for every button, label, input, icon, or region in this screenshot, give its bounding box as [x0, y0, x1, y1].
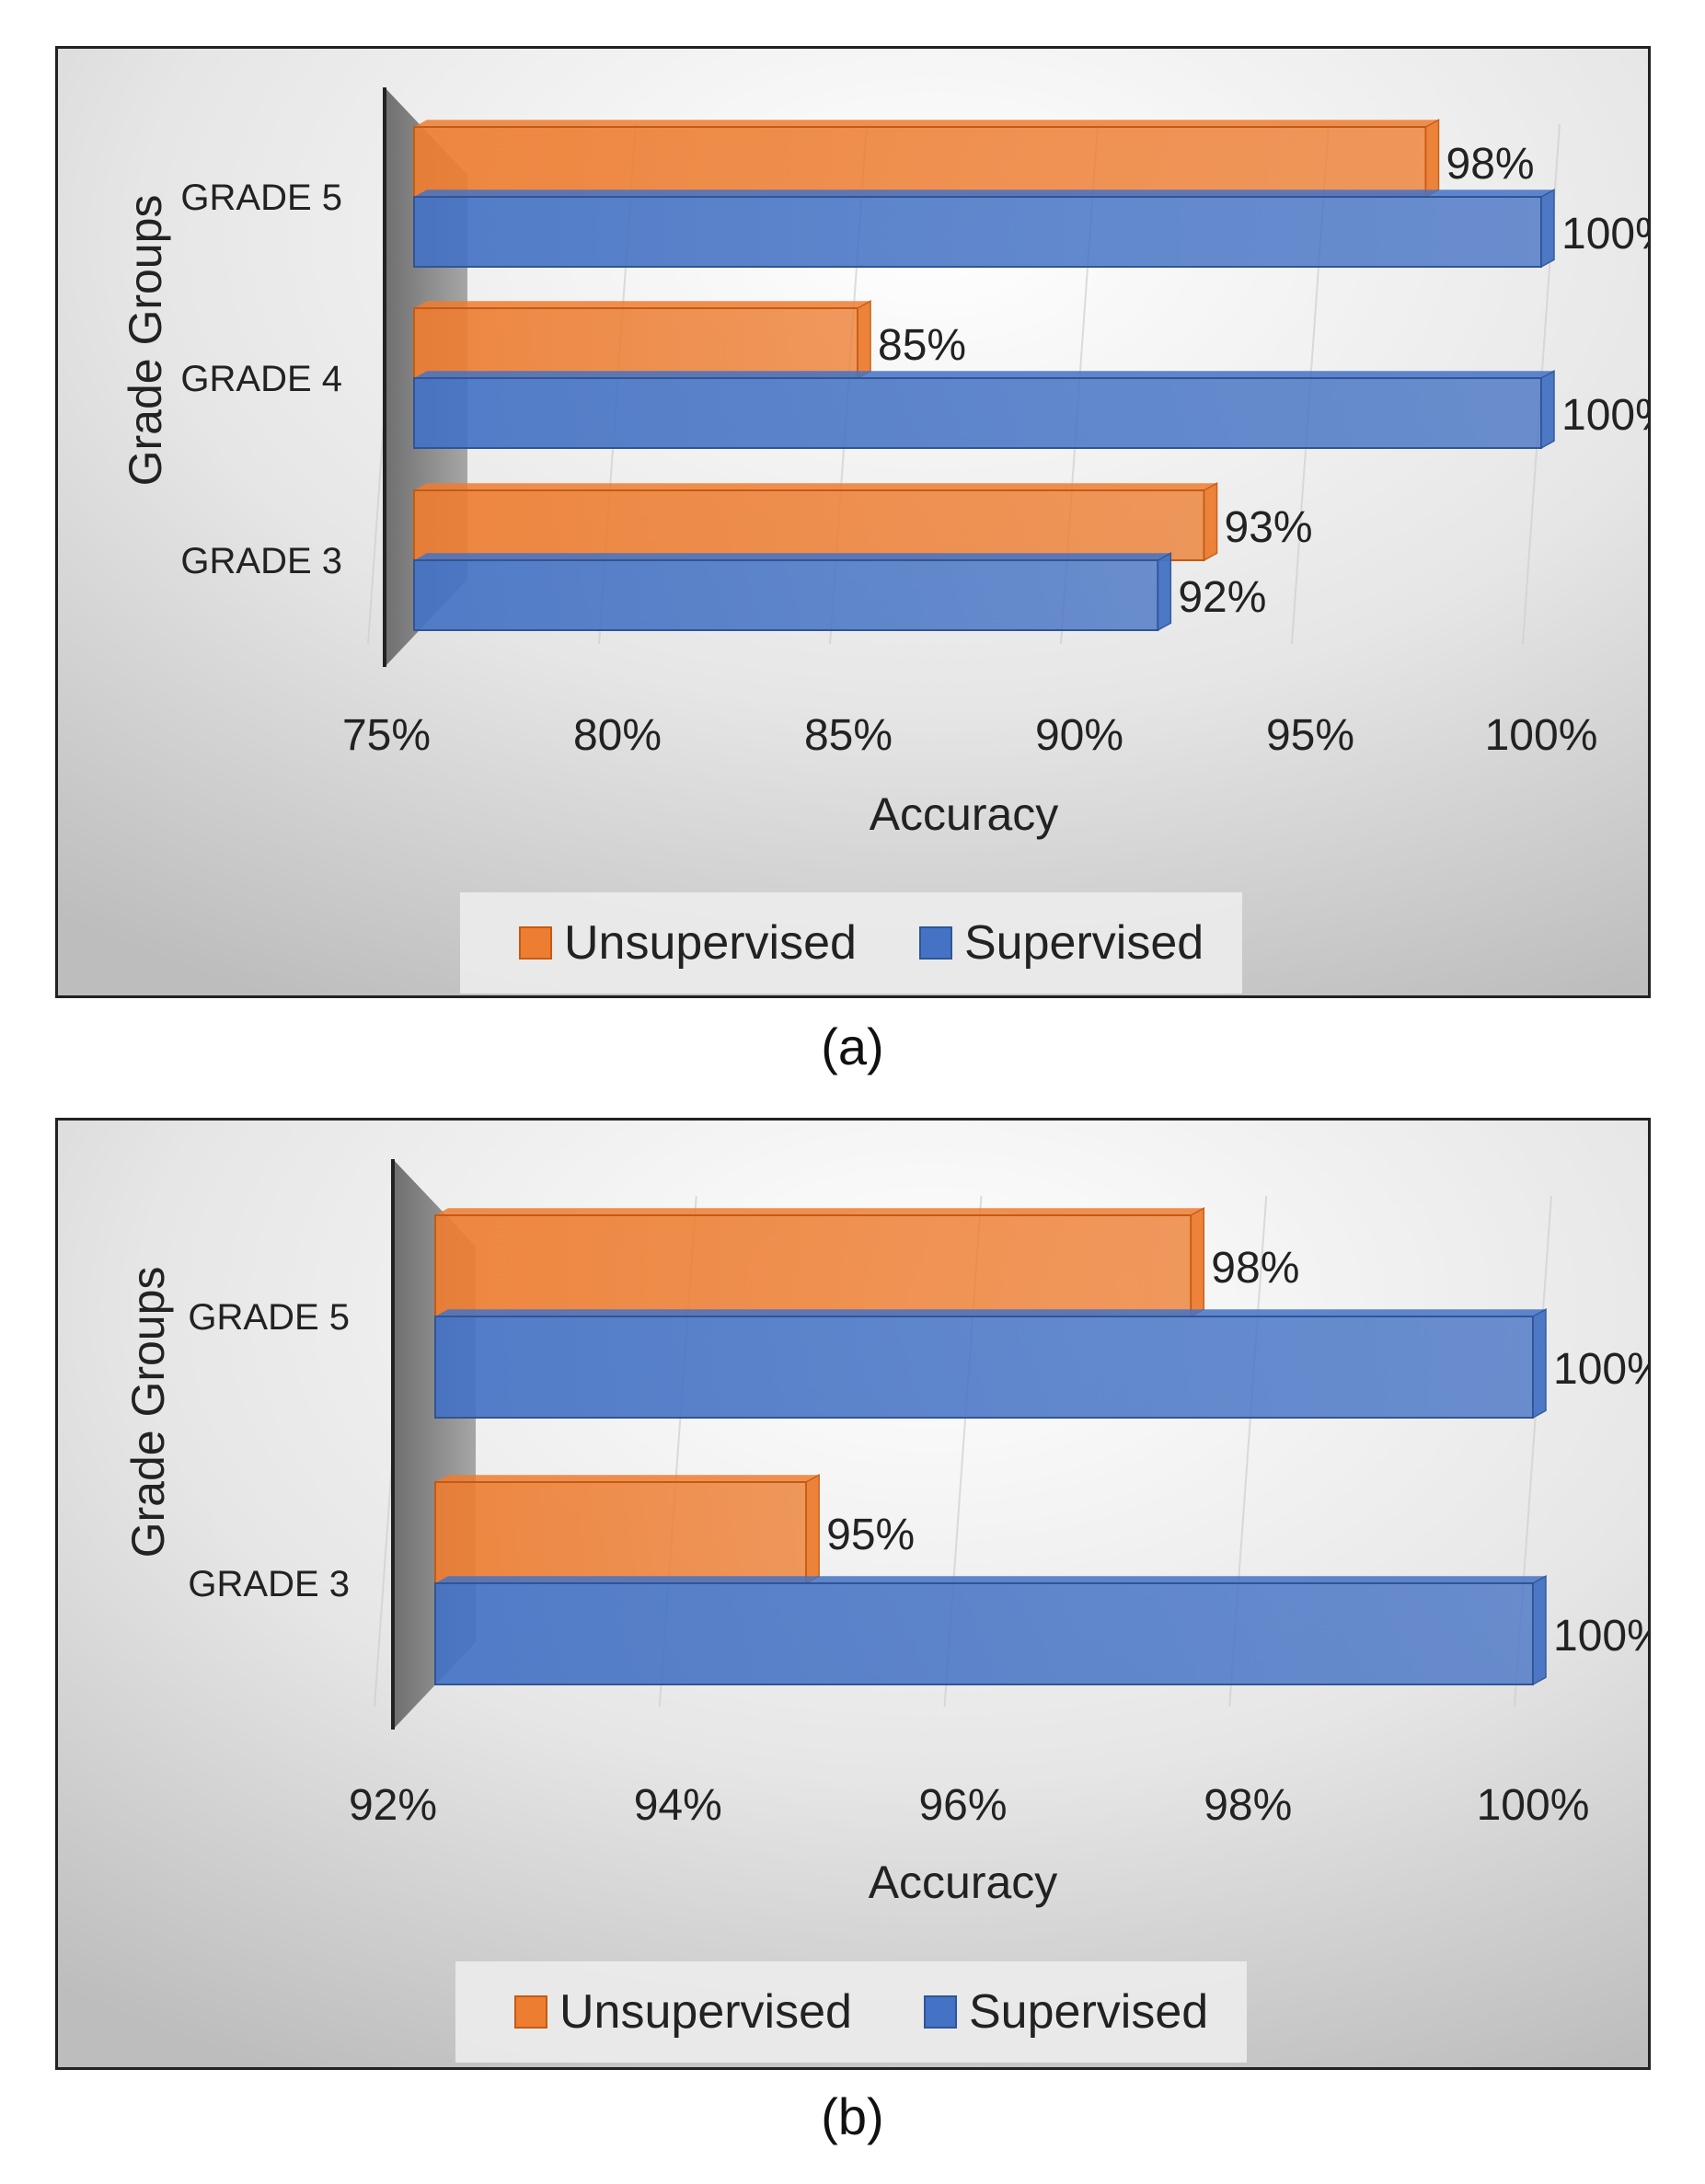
category-label: GRADE 5 — [188, 1297, 350, 1338]
bar-end-face — [1532, 1308, 1547, 1420]
bar-end-face — [1540, 189, 1555, 269]
y-axis-title: Grade Groups — [122, 1267, 174, 1558]
bar-supervised-grade-5 — [434, 1316, 1534, 1419]
legend: Unsupervised Supervised — [455, 1961, 1247, 2063]
x-tick-label: 80% — [573, 711, 662, 760]
chart-panel-a: 98% 100% GRADE 5 85% 100% GRADE 4 93% 92% GRADE … — [55, 46, 1651, 998]
legend-swatch-supervised — [919, 926, 952, 960]
data-label: 98% — [1446, 140, 1535, 189]
x-tick-label: 100% — [1485, 711, 1598, 760]
legend-swatch-supervised — [924, 1995, 957, 2029]
bar-supervised-grade-4 — [413, 377, 1542, 449]
bar-supervised-grade-3 — [434, 1582, 1534, 1685]
legend-swatch-unsupervised — [519, 926, 552, 960]
bar-top-face — [435, 1208, 1204, 1215]
bar-end-face — [1157, 552, 1172, 632]
bar-supervised-grade-3 — [413, 559, 1159, 631]
bar-end-face — [805, 1474, 820, 1585]
bar-end-face — [857, 300, 871, 380]
data-label: 100% — [1553, 1612, 1651, 1661]
bar-unsupervised-grade-3 — [434, 1481, 808, 1584]
bar-unsupervised-grade-5 — [413, 126, 1427, 198]
x-tick-label: 85% — [804, 711, 893, 760]
bar-end-face — [1203, 482, 1218, 562]
legend-label-unsupervised: Unsupervised — [559, 1985, 852, 2039]
bar-top-face — [435, 1576, 1546, 1583]
x-tick-label: 92% — [349, 1781, 437, 1830]
x-tick-label: 90% — [1035, 711, 1123, 760]
x-tick-label: 98% — [1204, 1781, 1292, 1830]
data-label: 85% — [878, 321, 966, 370]
bar-end-face — [1424, 119, 1440, 199]
data-label: 93% — [1225, 503, 1313, 552]
legend-box — [455, 1961, 1247, 2063]
chart-a: 98% 100% GRADE 5 85% 100% GRADE 4 93% 92% GRADE … — [55, 46, 1651, 998]
category-label: GRADE 3 — [188, 1564, 350, 1604]
caption-a: (a) — [821, 1017, 884, 1075]
bar-unsupervised-grade-3 — [413, 489, 1205, 561]
category-label: GRADE 5 — [180, 178, 342, 218]
bar-supervised-grade-5 — [413, 196, 1542, 268]
legend-box — [460, 892, 1242, 994]
x-tick-label: 95% — [1266, 711, 1354, 760]
bar-unsupervised-grade-4 — [413, 307, 859, 379]
x-axis-title: Accuracy — [870, 788, 1059, 840]
legend-label-supervised: Supervised — [964, 916, 1204, 970]
chart-frame — [55, 1118, 1651, 2070]
chart-frame — [55, 46, 1651, 998]
y-axis-title: Grade Groups — [120, 195, 171, 487]
data-label: 100% — [1561, 391, 1651, 440]
bar-top-face — [414, 483, 1217, 490]
x-tick-label: 94% — [634, 1781, 722, 1830]
data-label: 100% — [1553, 1345, 1651, 1394]
chart-panel-b: 98% 100% GRADE 5 95% 100% GRADE 3 92% 94% 96% 98%… — [55, 1118, 1651, 2070]
data-label: 100% — [1561, 210, 1651, 259]
bar-unsupervised-grade-5 — [434, 1214, 1192, 1317]
caption-b: (b) — [821, 2087, 884, 2145]
bar-top-face — [414, 190, 1554, 197]
bar-top-face — [414, 553, 1171, 560]
legend-label-unsupervised: Unsupervised — [564, 916, 857, 970]
x-tick-label: 75% — [342, 711, 431, 760]
category-label: GRADE 3 — [180, 541, 342, 581]
bar-top-face — [414, 301, 871, 308]
legend: Unsupervised Supervised — [460, 892, 1242, 994]
x-tick-label: 96% — [918, 1781, 1007, 1830]
bar-top-face — [435, 1309, 1546, 1316]
category-label: GRADE 4 — [180, 359, 342, 399]
chart-b: 98% 100% GRADE 5 95% 100% GRADE 3 92% 94% 96% 98%… — [55, 1118, 1651, 2070]
x-axis-title: Accuracy — [869, 1856, 1058, 1908]
data-label: 98% — [1211, 1244, 1299, 1293]
bar-top-face — [414, 120, 1439, 127]
bar-end-face — [1532, 1575, 1547, 1686]
data-label: 92% — [1178, 573, 1266, 622]
data-label: 95% — [826, 1511, 915, 1559]
legend-swatch-unsupervised — [514, 1995, 547, 2029]
bar-end-face — [1540, 370, 1555, 450]
bar-top-face — [414, 371, 1554, 378]
bar-end-face — [1190, 1207, 1205, 1318]
x-tick-label: 100% — [1477, 1781, 1590, 1830]
bar-top-face — [435, 1475, 820, 1482]
legend-label-supervised: Supervised — [969, 1985, 1208, 2039]
